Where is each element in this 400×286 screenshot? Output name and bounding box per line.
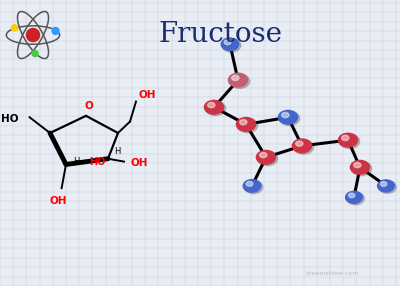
Text: H: H — [114, 147, 120, 156]
Circle shape — [292, 139, 312, 153]
Circle shape — [282, 112, 289, 118]
Text: O: O — [84, 101, 93, 111]
Text: OH: OH — [49, 196, 67, 206]
Circle shape — [246, 182, 253, 186]
Circle shape — [238, 118, 258, 133]
Circle shape — [296, 141, 303, 146]
Circle shape — [348, 193, 355, 198]
Circle shape — [222, 39, 241, 52]
Text: Fructose: Fructose — [158, 21, 282, 48]
Circle shape — [243, 180, 261, 192]
Circle shape — [340, 134, 360, 148]
Circle shape — [260, 152, 267, 158]
Circle shape — [230, 74, 250, 88]
Circle shape — [208, 102, 215, 108]
Circle shape — [236, 118, 256, 131]
Circle shape — [32, 50, 38, 57]
Circle shape — [278, 110, 298, 124]
Circle shape — [347, 192, 364, 205]
Circle shape — [380, 182, 387, 186]
Text: HO: HO — [90, 157, 106, 166]
Circle shape — [244, 180, 263, 194]
Circle shape — [256, 150, 276, 164]
Circle shape — [228, 73, 248, 87]
Circle shape — [26, 29, 40, 41]
Circle shape — [350, 160, 370, 174]
Text: OH: OH — [131, 158, 148, 168]
Circle shape — [232, 75, 239, 80]
Circle shape — [378, 180, 394, 192]
Circle shape — [346, 191, 362, 203]
Circle shape — [258, 151, 278, 166]
Circle shape — [280, 111, 300, 126]
Circle shape — [354, 162, 361, 168]
Circle shape — [352, 161, 372, 176]
Circle shape — [379, 181, 396, 193]
Circle shape — [206, 101, 226, 116]
Circle shape — [12, 25, 18, 31]
Text: HO: HO — [0, 114, 18, 124]
Circle shape — [221, 38, 239, 51]
Circle shape — [224, 40, 231, 45]
Circle shape — [338, 133, 358, 147]
Circle shape — [342, 135, 349, 140]
Text: dreamstime.com: dreamstime.com — [305, 271, 359, 276]
Circle shape — [294, 140, 314, 154]
Circle shape — [204, 100, 224, 114]
Text: OH: OH — [138, 90, 156, 100]
Circle shape — [240, 120, 247, 125]
Text: H: H — [73, 156, 80, 166]
Circle shape — [52, 27, 59, 34]
